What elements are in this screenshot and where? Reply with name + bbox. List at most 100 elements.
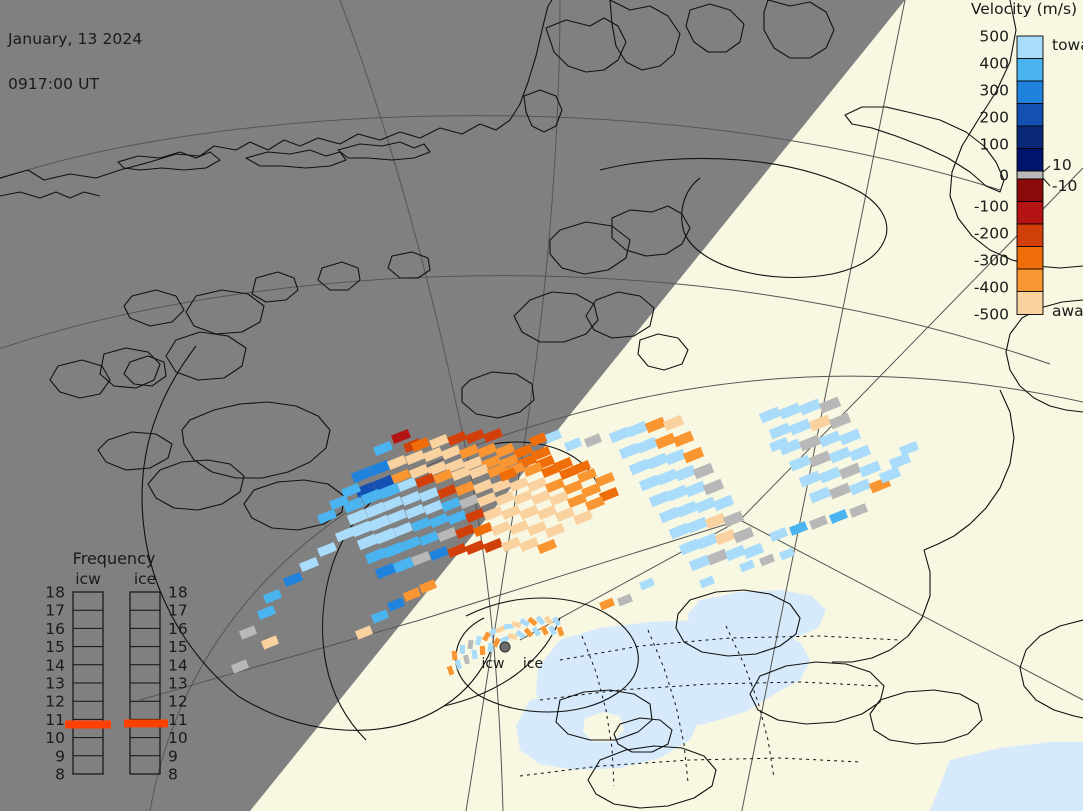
velocity-cell (432, 468, 454, 485)
velocity-cell (354, 625, 374, 640)
velocity-cell (528, 432, 548, 447)
velocity-cell (418, 579, 438, 594)
velocity-cell (316, 508, 338, 525)
velocity-cell (500, 504, 522, 521)
velocity-cell (702, 478, 725, 496)
velocity-cell (436, 526, 458, 543)
velocity-cell (608, 426, 631, 444)
velocity-cell (628, 458, 651, 476)
velocity-cell (482, 427, 504, 444)
velocity-cell (758, 406, 782, 424)
velocity-cell (374, 527, 397, 545)
radar-cell-group (230, 396, 920, 674)
velocity-cell (282, 571, 304, 588)
velocity-cell (530, 489, 552, 506)
velocity-cell (360, 488, 383, 506)
velocity-cell (410, 516, 432, 533)
velocity-cell (828, 446, 852, 464)
velocity-cell (808, 486, 832, 504)
velocity-cell (494, 442, 516, 459)
colorbar-tick-label: -100 (974, 198, 1009, 216)
frequency-scale-label: 13 (45, 675, 65, 693)
velocity-cell (678, 538, 701, 556)
velocity-cell (682, 446, 705, 464)
velocity-cell (662, 414, 685, 432)
frequency-scale-label: 15 (45, 638, 65, 656)
frequency-scale-label: 16 (168, 620, 188, 638)
velocity-cell (519, 618, 530, 627)
velocity-cell (346, 508, 369, 526)
velocity-cell (468, 463, 490, 480)
velocity-cell (618, 442, 641, 460)
velocity-cell (418, 530, 440, 547)
velocity-cell (454, 659, 463, 670)
velocity-cell (644, 416, 667, 434)
frequency-scale-label: 18 (168, 584, 188, 602)
velocity-cell (544, 477, 566, 494)
day-gridlines (519, 625, 901, 787)
colorbar-tick-label: 100 (979, 136, 1009, 154)
velocity-cell (230, 659, 250, 674)
velocity-cell (446, 509, 468, 526)
velocity-cell (503, 623, 514, 630)
velocity-cell (531, 626, 542, 637)
velocity-cell (364, 501, 387, 519)
velocity-cell (704, 512, 727, 530)
velocity-cell (372, 440, 394, 457)
velocity-cell (706, 548, 729, 566)
velocity-cell (472, 478, 494, 495)
velocity-cell (548, 490, 570, 507)
velocity-cell (598, 486, 620, 503)
velocity-cell (418, 486, 440, 503)
velocity-cell (848, 503, 869, 518)
velocity-cell (778, 402, 802, 420)
velocity-cell (699, 575, 715, 589)
beam-fan-group (446, 615, 565, 676)
velocity-cell (260, 635, 280, 650)
frequency-title: Frequency (73, 549, 156, 568)
velocity-cell (440, 444, 462, 461)
velocity-cell (364, 547, 387, 565)
velocity-cell (518, 536, 540, 553)
timestamp-block: January, 13 2024 0917:00 UT (8, 2, 142, 122)
velocity-cell (464, 428, 486, 445)
velocity-cell (576, 467, 598, 484)
velocity-cell (540, 462, 562, 479)
velocity-cell (788, 418, 812, 436)
velocity-cell (454, 480, 476, 497)
velocity-cell (368, 514, 391, 532)
velocity-cell (617, 593, 633, 607)
gs-lower-label: -10 (1052, 177, 1077, 195)
velocity-cell (374, 562, 397, 580)
velocity-cell (626, 420, 649, 438)
velocity-cell (512, 489, 534, 506)
velocity-cell (458, 493, 480, 510)
velocity-cell (540, 625, 549, 636)
velocity-cell (828, 509, 849, 524)
velocity-cell (648, 490, 671, 508)
velocity-cell (828, 482, 852, 500)
frequency-scale-label: 14 (45, 656, 65, 674)
colorbar-tick-label: -500 (974, 306, 1009, 324)
velocity-cell (414, 472, 436, 489)
velocity-cell (668, 522, 691, 540)
velocity-cell (511, 620, 522, 629)
velocity-cell (451, 650, 458, 661)
velocity-cell (768, 422, 792, 440)
velocity-cell (838, 428, 862, 446)
velocity-cell (350, 520, 373, 538)
velocity-cell (428, 512, 450, 529)
velocity-cell (563, 437, 583, 452)
velocity-cell (694, 496, 717, 514)
velocity-cell (428, 545, 450, 562)
frequency-scale-label: 11 (45, 711, 65, 729)
velocity-cell (454, 523, 476, 540)
velocity-cell (818, 466, 842, 484)
velocity-cell (490, 477, 512, 494)
frequency-marker (65, 720, 111, 729)
velocity-cell (350, 466, 373, 484)
velocity-cell (530, 445, 552, 462)
velocity-cell (536, 538, 558, 555)
